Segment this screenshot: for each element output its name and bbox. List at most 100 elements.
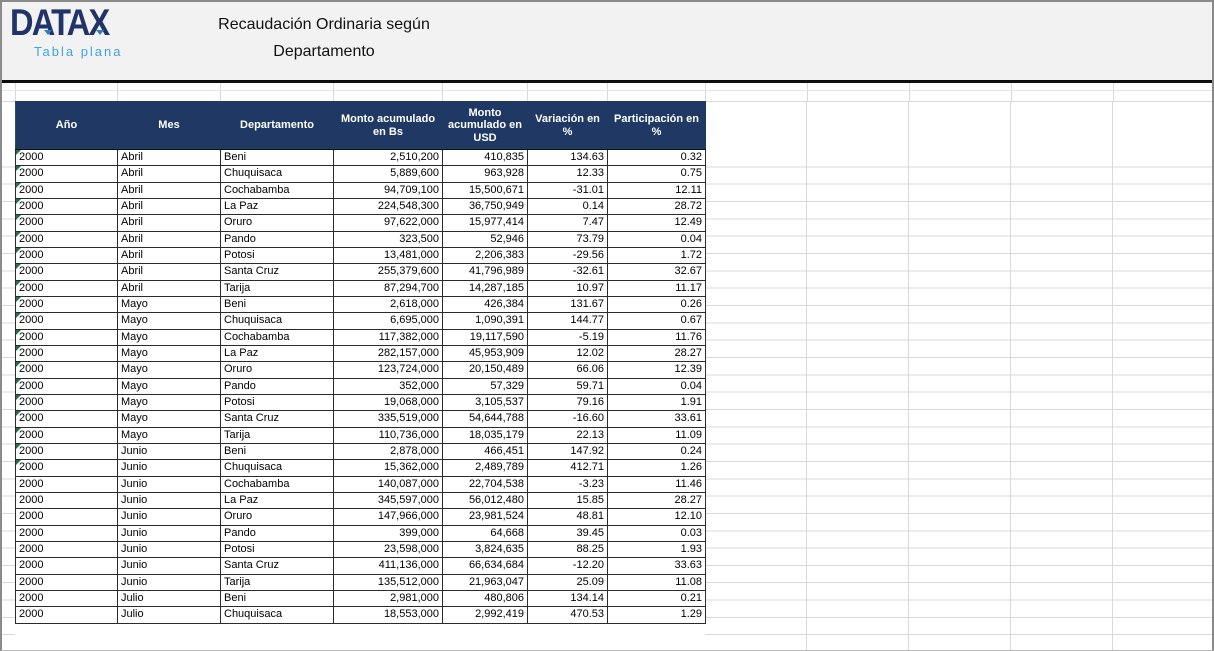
cell-ano[interactable]: 2000: [15, 475, 118, 493]
cell-participacion[interactable]: 12.49: [607, 214, 706, 232]
cell-variacion[interactable]: 134.63: [527, 148, 608, 167]
cell-ano[interactable]: 2000: [15, 508, 118, 526]
cell-departamento[interactable]: Pando: [220, 524, 334, 542]
cell-ano[interactable]: 2000: [15, 524, 118, 542]
cell-participacion[interactable]: 0.32: [607, 148, 706, 167]
cell-participacion[interactable]: 28.72: [607, 197, 706, 216]
cell-monto-usd[interactable]: 45,953,909: [442, 344, 528, 363]
cell-participacion[interactable]: 1.29: [607, 606, 706, 624]
cell-departamento[interactable]: Cochabamba: [220, 328, 334, 346]
cell-monto-bs[interactable]: 335,519,000: [333, 410, 443, 428]
cell-ano[interactable]: 2000: [15, 344, 118, 363]
cell-participacion[interactable]: 0.03: [607, 524, 706, 542]
cell-departamento[interactable]: La Paz: [220, 197, 334, 216]
cell-monto-usd[interactable]: 36,750,949: [442, 197, 528, 216]
cell-participacion[interactable]: 12.39: [607, 361, 706, 379]
cell-monto-bs[interactable]: 117,382,000: [333, 328, 443, 346]
cell-participacion[interactable]: 28.27: [607, 344, 706, 363]
cell-ano[interactable]: 2000: [15, 393, 118, 412]
cell-ano[interactable]: 2000: [15, 573, 118, 591]
cell-monto-usd[interactable]: 3,105,537: [442, 393, 528, 412]
cell-monto-bs[interactable]: 110,736,000: [333, 426, 443, 444]
cell-departamento[interactable]: Santa Cruz: [220, 557, 334, 575]
cell-variacion[interactable]: 147.92: [527, 442, 608, 461]
cell-mes[interactable]: Junio: [117, 557, 221, 575]
cell-departamento[interactable]: La Paz: [220, 491, 334, 510]
cell-monto-bs[interactable]: 255,379,600: [333, 263, 443, 281]
cell-departamento[interactable]: Pando: [220, 230, 334, 248]
cell-participacion[interactable]: 0.21: [607, 589, 706, 608]
cell-ano[interactable]: 2000: [15, 540, 118, 559]
cell-monto-usd[interactable]: 21,963,047: [442, 573, 528, 591]
cell-monto-usd[interactable]: 41,796,989: [442, 263, 528, 281]
cell-variacion[interactable]: 39.45: [527, 524, 608, 542]
cell-departamento[interactable]: Beni: [220, 148, 334, 167]
cell-mes[interactable]: Junio: [117, 524, 221, 542]
cell-participacion[interactable]: 1.72: [607, 246, 706, 265]
cell-ano[interactable]: 2000: [15, 557, 118, 575]
cell-ano[interactable]: 2000: [15, 328, 118, 346]
cell-ano[interactable]: 2000: [15, 279, 118, 297]
cell-variacion[interactable]: -16.60: [527, 410, 608, 428]
cell-departamento[interactable]: Oruro: [220, 508, 334, 526]
cell-ano[interactable]: 2000: [15, 214, 118, 232]
col-header-mes[interactable]: Mes: [117, 101, 221, 150]
cell-variacion[interactable]: 22.13: [527, 426, 608, 444]
cell-ano[interactable]: 2000: [15, 442, 118, 461]
cell-departamento[interactable]: La Paz: [220, 344, 334, 363]
cell-participacion[interactable]: 1.26: [607, 459, 706, 477]
cell-monto-bs[interactable]: 399,000: [333, 524, 443, 542]
cell-monto-usd[interactable]: 56,012,480: [442, 491, 528, 510]
cell-mes[interactable]: Junio: [117, 540, 221, 559]
cell-monto-usd[interactable]: 64,668: [442, 524, 528, 542]
cell-monto-bs[interactable]: 87,294,700: [333, 279, 443, 297]
cell-participacion[interactable]: 11.08: [607, 573, 706, 591]
col-header-variacion[interactable]: Variación en %: [527, 101, 608, 150]
cell-monto-bs[interactable]: 23,598,000: [333, 540, 443, 559]
cell-ano[interactable]: 2000: [15, 148, 118, 167]
cell-participacion[interactable]: 0.67: [607, 312, 706, 330]
cell-monto-usd[interactable]: 3,824,635: [442, 540, 528, 559]
cell-variacion[interactable]: 412.71: [527, 459, 608, 477]
cell-mes[interactable]: Abril: [117, 148, 221, 167]
cell-variacion[interactable]: 0.14: [527, 197, 608, 216]
cell-participacion[interactable]: 11.09: [607, 426, 706, 444]
cell-departamento[interactable]: Cochabamba: [220, 181, 334, 199]
cell-monto-usd[interactable]: 15,500,671: [442, 181, 528, 199]
cell-monto-bs[interactable]: 123,724,000: [333, 361, 443, 379]
cell-monto-bs[interactable]: 97,622,000: [333, 214, 443, 232]
cell-mes[interactable]: Junio: [117, 459, 221, 477]
cell-ano[interactable]: 2000: [15, 263, 118, 281]
col-header-participacion[interactable]: Participación en %: [607, 101, 706, 150]
cell-variacion[interactable]: 66.06: [527, 361, 608, 379]
cell-monto-bs[interactable]: 147,966,000: [333, 508, 443, 526]
cell-mes[interactable]: Abril: [117, 279, 221, 297]
cell-monto-bs[interactable]: 18,553,000: [333, 606, 443, 624]
cell-monto-usd[interactable]: 480,806: [442, 589, 528, 608]
cell-monto-bs[interactable]: 135,512,000: [333, 573, 443, 591]
cell-departamento[interactable]: Chuquisaca: [220, 459, 334, 477]
cell-mes[interactable]: Junio: [117, 573, 221, 591]
cell-monto-usd[interactable]: 14,287,185: [442, 279, 528, 297]
cell-participacion[interactable]: 1.93: [607, 540, 706, 559]
cell-mes[interactable]: Abril: [117, 214, 221, 232]
cell-variacion[interactable]: -29.56: [527, 246, 608, 265]
cell-monto-bs[interactable]: 2,618,000: [333, 295, 443, 314]
cell-ano[interactable]: 2000: [15, 377, 118, 395]
cell-monto-bs[interactable]: 2,878,000: [333, 442, 443, 461]
cell-mes[interactable]: Junio: [117, 475, 221, 493]
cell-monto-bs[interactable]: 352,000: [333, 377, 443, 395]
cell-departamento[interactable]: Beni: [220, 295, 334, 314]
cell-monto-bs[interactable]: 345,597,000: [333, 491, 443, 510]
cell-departamento[interactable]: Cochabamba: [220, 475, 334, 493]
cell-variacion[interactable]: 12.02: [527, 344, 608, 363]
cell-participacion[interactable]: 0.75: [607, 165, 706, 183]
cell-ano[interactable]: 2000: [15, 459, 118, 477]
cell-participacion[interactable]: 1.91: [607, 393, 706, 412]
cell-departamento[interactable]: Chuquisaca: [220, 606, 334, 624]
cell-departamento[interactable]: Potosi: [220, 393, 334, 412]
cell-variacion[interactable]: 134.14: [527, 589, 608, 608]
cell-departamento[interactable]: Pando: [220, 377, 334, 395]
cell-monto-usd[interactable]: 23,981,524: [442, 508, 528, 526]
cell-ano[interactable]: 2000: [15, 410, 118, 428]
